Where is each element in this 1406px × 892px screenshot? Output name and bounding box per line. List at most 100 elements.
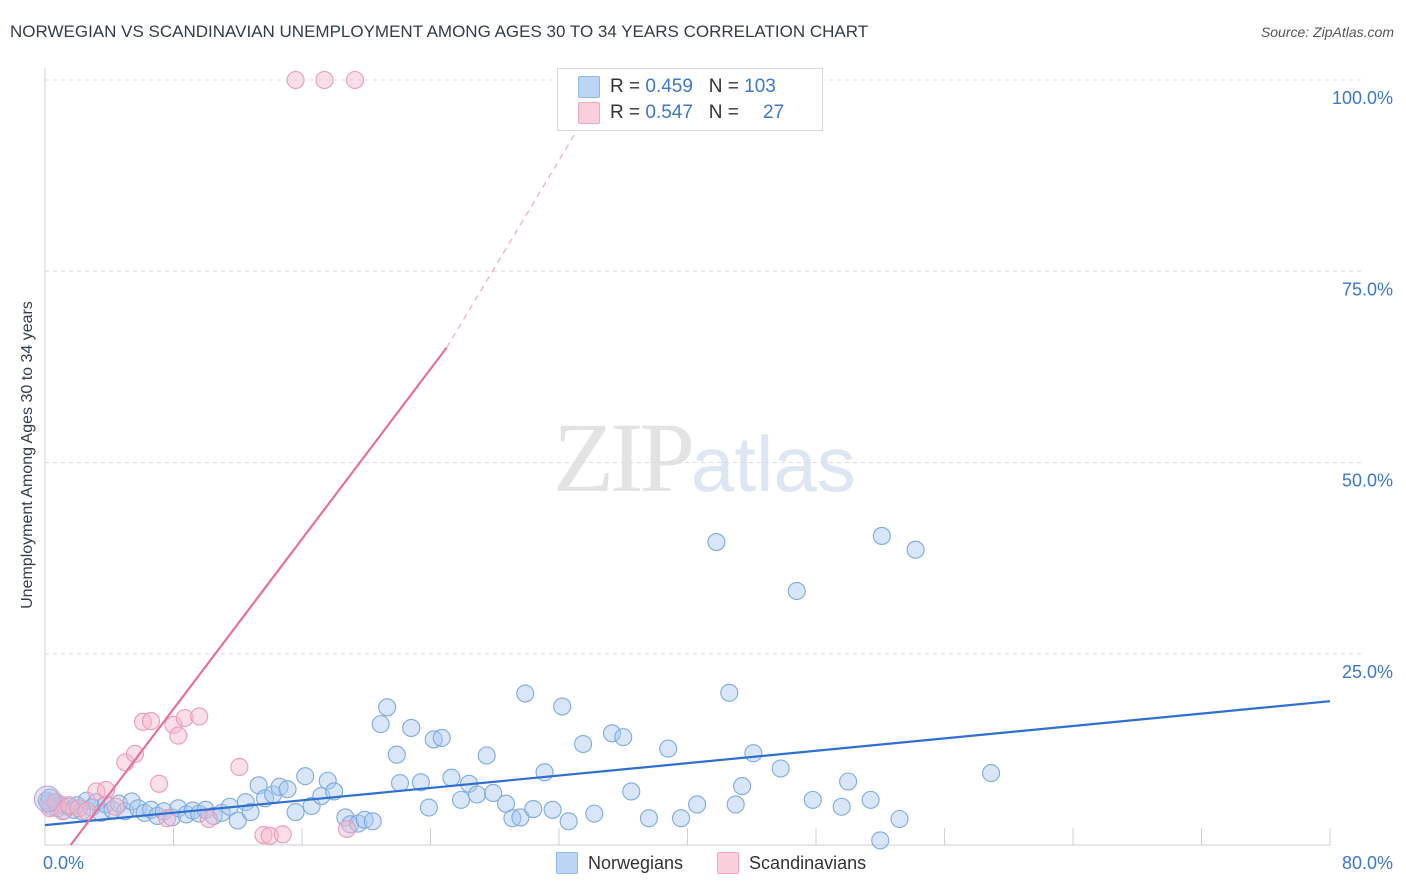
legend-swatch-scandinavians [717,852,740,874]
grid [45,79,1365,655]
legend-r-label: R = [610,102,646,123]
trend-line-scandinavians-extension [446,79,608,349]
chart-title: NORWEGIAN VS SCANDINAVIAN UNEMPLOYMENT A… [10,22,869,41]
point-scandinavians [164,715,183,734]
legend-swatch-norwegians [556,852,578,874]
point-norwegians [832,797,851,816]
point-scandinavians [190,707,209,726]
legend-swatch-scandinavians [578,102,600,124]
point-norwegians [419,798,438,817]
point-norwegians [720,683,739,702]
legend-r-value: 0.547 [645,102,693,123]
point-norwegians [302,796,321,816]
y-tick-label: 25.0% [1342,662,1393,682]
point-norwegians [228,811,247,830]
legend-item-scandinavians[interactable]: Scandinavians [717,852,866,874]
point-norwegians [378,698,397,717]
point-scandinavians [141,712,161,731]
x-tick-label: 0.0% [43,853,84,873]
point-scandinavians [345,70,365,90]
legend-label-scandinavians: Scandinavians [749,852,867,873]
point-norwegians [982,764,1001,783]
point-norwegians [402,718,421,738]
point-norwegians [241,803,260,822]
point-scandinavians [273,825,292,844]
point-norwegians [726,795,745,814]
series-legend: Norwegians Scandinavians [556,852,900,874]
point-norwegians [744,744,763,763]
legend-r-label: R = [610,76,646,97]
point-norwegians [553,697,572,716]
point-norwegians [839,772,858,791]
point-norwegians [390,773,410,793]
point-norwegians [325,782,344,801]
point-norwegians [477,746,496,765]
point-norwegians [411,773,430,792]
point-norwegians [688,795,707,814]
point-norwegians [516,684,535,703]
point-norwegians [442,768,461,787]
point-scandinavians [60,796,79,815]
point-norwegians [40,788,59,807]
trend-line-norwegians [44,700,1331,827]
point-norwegians [468,785,487,804]
point-norwegians [296,767,315,786]
point-norwegians [511,808,530,827]
point-norwegians [639,809,659,828]
point-norwegians [871,831,890,850]
point-scandinavians [337,819,357,838]
watermark-atlas: atlas [691,420,856,508]
y-tick-label: 50.0% [1342,471,1393,491]
axes [44,68,1331,846]
point-norwegians [286,803,305,822]
point-norwegians [585,804,604,823]
point-scandinavians [149,774,169,793]
point-scandinavians [169,726,188,745]
point-norwegians [387,745,406,764]
y-tick-label: 100.0% [1332,88,1393,108]
legend-n-value: 27 [763,102,785,123]
tick-labels: 25.0% 50.0% 75.0% 100.0% 0.0% 80.0% [43,88,1393,873]
point-norwegians [432,728,451,747]
point-norwegians [861,790,880,809]
source-label: Source: ZipAtlas.com [1260,24,1394,40]
point-scandinavians [87,782,106,801]
point-scandinavians [199,809,218,829]
point-scandinavians [106,797,125,816]
watermark: ZIPatlas [553,400,856,515]
y-tick-label: 75.0% [1342,279,1393,299]
point-norwegians [787,581,806,601]
point-norwegians [614,728,633,747]
legend-item-norwegians[interactable]: Norwegians [556,852,683,874]
point-norwegians [122,792,141,811]
legend-swatch-norwegians [578,76,600,98]
point-norwegians [524,799,543,819]
point-cluster [33,785,61,813]
point-norwegians [574,734,593,754]
point-norwegians [318,771,337,790]
point-scandinavians [286,70,305,90]
point-norwegians [559,812,578,831]
point-norwegians [803,790,822,809]
correlation-legend: R = 0.459 N = 103 R = 0.547 N = 27 [557,68,823,131]
point-norwegians [602,724,622,743]
point-norwegians [371,715,390,734]
trend-line-scandinavians [69,347,448,846]
point-norwegians [363,812,382,831]
point-norwegians [622,782,641,801]
point-norwegians [733,777,752,796]
legend-label-norwegians: Norwegians [588,852,684,873]
legend-r-value: 0.459 [645,76,693,97]
legend-row-scandinavians: R = 0.547 N = 27 [578,101,784,125]
point-scandinavians [254,826,273,845]
point-scandinavians [230,757,249,777]
x-tick-label: 80.0% [1342,853,1393,873]
point-norwegians [672,809,691,828]
point-norwegians [451,790,471,809]
point-scandinavians [125,744,144,764]
point-norwegians [543,800,562,819]
legend-row-norwegians: R = 0.459 N = 103 [578,75,776,99]
point-norwegians [707,533,726,552]
point-scandinavians [315,70,334,90]
legend-n-label: N = [708,76,745,97]
